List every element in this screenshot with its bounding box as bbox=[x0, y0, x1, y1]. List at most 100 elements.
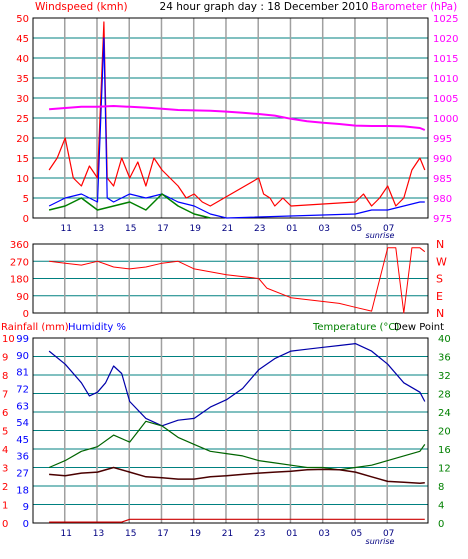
direction-tick-label: 90 bbox=[16, 292, 29, 303]
temperature-tick-label: 8 bbox=[438, 482, 444, 493]
windspeed-tick-label: 40 bbox=[16, 54, 29, 65]
direction-tick-label: 180 bbox=[10, 275, 29, 286]
humidity-tick-label: 27 bbox=[16, 469, 29, 480]
dewpoint-axis-title: Dew Point bbox=[394, 322, 444, 333]
temperature-tick-label: 20 bbox=[438, 427, 451, 438]
plot-frame bbox=[32, 337, 429, 524]
temperature-tick-label: 0 bbox=[438, 519, 444, 530]
humidity-series bbox=[48, 343, 426, 427]
rainfall-tick-label: 0 bbox=[2, 519, 8, 530]
barometer-tick-label: 1010 bbox=[433, 74, 458, 85]
compass-tick-label: S bbox=[436, 273, 443, 286]
rainfall-tick-label: 3 bbox=[2, 464, 8, 475]
x-tick-label: 11 bbox=[61, 224, 72, 234]
rainfall-tick-label: 4 bbox=[2, 445, 8, 456]
direction-series bbox=[49, 247, 426, 314]
windspeed-tick-label: 10 bbox=[16, 174, 29, 185]
x-tick-label: 17 bbox=[157, 224, 168, 234]
temperature-axis-title: Temperature (°C) bbox=[312, 322, 399, 333]
barometer-tick-label: 990 bbox=[433, 154, 452, 165]
rainfall-tick-label: 7 bbox=[2, 390, 8, 401]
barometer-axis-title: Barometer (hPa) bbox=[371, 1, 457, 13]
rainfall-tick-label: 1 bbox=[2, 501, 8, 512]
x-tick-label: 21 bbox=[222, 224, 233, 234]
temperature-series bbox=[48, 420, 426, 471]
temperature-tick-label: 36 bbox=[438, 353, 451, 364]
windspeed-tick-label: 15 bbox=[16, 154, 29, 165]
barometer-tick-label: 1020 bbox=[433, 34, 458, 45]
x-tick-label: 03 bbox=[318, 224, 329, 234]
windspeed-axis-title: Windspeed (kmh) bbox=[35, 1, 128, 13]
windspeed-tick-label: 30 bbox=[16, 94, 29, 105]
x-tick-label: 03 bbox=[318, 529, 329, 539]
rainfall-axis-title: Rainfall (mm) bbox=[1, 322, 69, 333]
x-tick-label: 23 bbox=[254, 529, 265, 539]
temperature-tick-label: 16 bbox=[438, 445, 451, 456]
temperature-tick-label: 12 bbox=[438, 464, 451, 475]
x-tick-label: 05 bbox=[351, 529, 362, 539]
temperature-tick-label: 32 bbox=[438, 371, 451, 382]
sunrise-label-bottom: sunrise bbox=[366, 537, 395, 546]
x-tick-label: 19 bbox=[189, 529, 201, 539]
humidity-tick-label: 54 bbox=[16, 418, 29, 429]
plot-frame bbox=[32, 243, 429, 314]
sunrise-label-top: sunrise bbox=[366, 231, 395, 240]
rainfall-tick-label: 2 bbox=[2, 482, 8, 493]
barometer-tick-label: 1025 bbox=[433, 14, 458, 25]
dewpoint-series bbox=[49, 466, 425, 484]
direction-tick-label: 360 bbox=[10, 240, 29, 251]
compass-tick-label: N bbox=[436, 307, 444, 320]
x-tick-label: 21 bbox=[222, 529, 233, 539]
x-tick-label: 01 bbox=[286, 224, 297, 234]
barometer-tick-label: 980 bbox=[433, 194, 452, 205]
windspeed-tick-label: 35 bbox=[16, 74, 29, 85]
humidity-tick-label: 45 bbox=[16, 435, 29, 446]
humidity-tick-label: 90 bbox=[16, 351, 29, 362]
rainfall-tick-label: 8 bbox=[2, 371, 8, 382]
windspeed-tick-label: 20 bbox=[16, 134, 29, 145]
barometer-tick-label: 1000 bbox=[433, 114, 458, 125]
barometer-series bbox=[49, 105, 426, 131]
barometer-tick-label: 975 bbox=[433, 214, 452, 225]
wind-barometer-panel: 0510152025303540455097598098599099510001… bbox=[16, 14, 458, 234]
windspeed-tick-label: 0 bbox=[23, 214, 29, 225]
x-tick-label: 01 bbox=[286, 529, 297, 539]
compass-tick-label: W bbox=[436, 255, 447, 268]
rainfall-tick-label: 6 bbox=[2, 408, 8, 419]
x-tick-label: 17 bbox=[157, 529, 168, 539]
humidity-axis-title: Humidity % bbox=[68, 322, 126, 333]
humidity-tick-label: 81 bbox=[16, 368, 29, 379]
humidity-tick-label: 18 bbox=[16, 485, 29, 496]
windspeed-tick-label: 50 bbox=[16, 14, 29, 25]
x-tick-label: 15 bbox=[125, 224, 136, 234]
temperature-tick-label: 28 bbox=[438, 390, 451, 401]
gust-series bbox=[48, 37, 425, 219]
humidity-tick-label: 36 bbox=[16, 452, 29, 463]
humidity-tick-label: 9 bbox=[23, 502, 29, 513]
rainfall-tick-label: 10 bbox=[2, 334, 15, 345]
windspeed-tick-label: 5 bbox=[23, 194, 29, 205]
x-tick-label: 19 bbox=[189, 224, 201, 234]
lull-series bbox=[48, 193, 211, 219]
x-tick-label: 05 bbox=[351, 224, 362, 234]
humidity-tick-label: 63 bbox=[16, 401, 29, 412]
rainfall-tick-label: 5 bbox=[2, 427, 8, 438]
x-tick-label: 23 bbox=[254, 224, 265, 234]
x-tick-label: 07 bbox=[383, 529, 394, 539]
temperature-tick-label: 24 bbox=[438, 408, 451, 419]
compass-tick-label: N bbox=[436, 238, 444, 251]
x-tick-label: 11 bbox=[61, 529, 72, 539]
windspeed-tick-label: 45 bbox=[16, 34, 29, 45]
humidity-tick-label: 99 bbox=[16, 334, 29, 345]
x-tick-label: 13 bbox=[93, 224, 104, 234]
chart-title: 24 hour graph day : 18 December 2010 bbox=[160, 1, 369, 13]
windspeed-tick-label: 25 bbox=[16, 114, 29, 125]
rainfall-tick-label: 9 bbox=[2, 353, 8, 364]
temperature-tick-label: 40 bbox=[438, 334, 451, 345]
rainfall-series bbox=[49, 518, 425, 523]
windspeed-series bbox=[48, 21, 426, 207]
compass-tick-label: E bbox=[436, 290, 443, 303]
x-tick-label: 13 bbox=[93, 529, 104, 539]
